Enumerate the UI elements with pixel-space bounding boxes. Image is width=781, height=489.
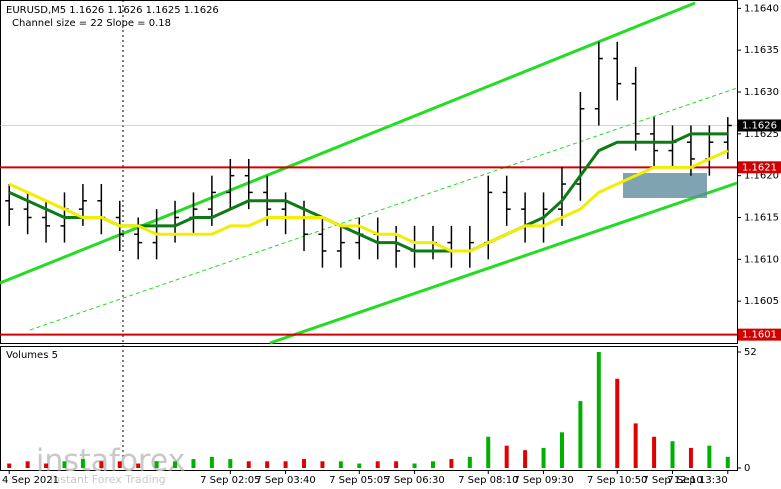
volume-bar — [117, 461, 122, 468]
x-tick-label: 7 Sep 08:10 — [458, 475, 518, 486]
x-tick-label: 4 Sep 2021 — [2, 475, 59, 486]
volume-bar — [615, 378, 620, 468]
y-tick-label: 1.1620 — [744, 171, 779, 182]
level-tag — [738, 328, 781, 341]
volume-bar — [412, 463, 417, 468]
x-tick-label: 7 Sep 12:10 — [642, 475, 702, 486]
level-label: 1.1601 — [742, 330, 777, 341]
x-tick-label: 7 Sep 05:05 — [329, 475, 389, 486]
highlight-zone — [623, 173, 707, 198]
volume-bar — [228, 459, 233, 468]
volume-bar — [265, 461, 270, 468]
volume-bar — [596, 352, 601, 468]
level-label: 1.1621 — [742, 162, 777, 173]
volume-panel — [0, 346, 738, 471]
chart-subtitle: Channel size = 22 Slope = 0.18 — [12, 18, 171, 29]
volume-bar — [633, 423, 638, 468]
volume-bar — [173, 461, 178, 468]
volume-bar — [523, 450, 528, 468]
y-tick-label: 1.1610 — [744, 254, 779, 265]
watermark-brand: instaforex — [36, 444, 185, 479]
x-tick-label: 7 Sep 03:40 — [255, 475, 315, 486]
channel-upper — [0, 1, 696, 285]
volume-tick-label: 0 — [744, 463, 750, 474]
volume-bar — [99, 461, 104, 468]
x-tick-label: 7 Sep 13:30 — [667, 475, 727, 486]
volume-bar — [25, 461, 30, 468]
volume-bar — [320, 461, 325, 468]
volume-bar — [578, 401, 583, 468]
volume-tick-label: 52 — [744, 347, 757, 358]
volume-bar — [7, 463, 12, 468]
y-tick-label: 1.1615 — [744, 213, 779, 224]
x-tick-label: 7 Sep 10:50 — [587, 475, 647, 486]
y-tick-label: 1.1605 — [744, 296, 779, 307]
watermark-tagline: Instant Forex Trading — [50, 473, 166, 486]
y-tick-label: 1.1640 — [744, 3, 779, 14]
volume-bar — [449, 459, 454, 468]
last-price-tag — [738, 119, 781, 132]
volume-bar — [44, 463, 49, 468]
volume-bar — [652, 436, 657, 468]
x-tick-label: 7 Sep 09:30 — [513, 475, 573, 486]
volume-bar — [357, 463, 362, 468]
price-panel — [0, 0, 738, 344]
channel-lower — [269, 181, 738, 345]
x-tick-label: 7 Sep 02:05 — [200, 475, 260, 486]
volume-bar — [394, 461, 399, 468]
volume-bar — [283, 461, 288, 468]
volume-bar — [504, 445, 509, 468]
volume-bar — [302, 459, 307, 468]
volume-bar — [430, 461, 435, 468]
volume-bar — [209, 456, 214, 468]
volume-bar — [80, 459, 85, 468]
moving-average — [8, 149, 729, 253]
volume-bar — [670, 441, 675, 468]
volume-bar — [707, 445, 712, 468]
channel — [0, 0, 738, 470]
chart-title: EURUSD,M5 1.1626 1.1626 1.1625 1.1626 — [6, 5, 219, 16]
volume-bar — [62, 461, 67, 468]
volume-bar — [486, 436, 491, 468]
volume-bar — [688, 447, 693, 468]
volume-title: Volumes 5 — [6, 350, 58, 361]
last-price-label: 1.1626 — [742, 120, 777, 131]
channel-mid — [29, 87, 738, 331]
y-tick-label: 1.1630 — [744, 87, 779, 98]
y-tick-label: 1.1625 — [744, 129, 779, 140]
volume-bar — [338, 461, 343, 468]
volume-bar — [136, 463, 141, 468]
volume-bar — [467, 456, 472, 468]
volume-bar — [246, 461, 251, 468]
volume-bar — [725, 456, 730, 468]
volume-bar — [541, 447, 546, 468]
volume-bar — [154, 461, 159, 468]
x-tick-label: 7 Sep 06:30 — [384, 475, 444, 486]
volume-bar — [559, 432, 564, 468]
y-tick-label: 1.1635 — [744, 45, 779, 56]
level-tag — [738, 161, 781, 174]
volume-bar — [375, 461, 380, 468]
volume-bar — [191, 459, 196, 468]
